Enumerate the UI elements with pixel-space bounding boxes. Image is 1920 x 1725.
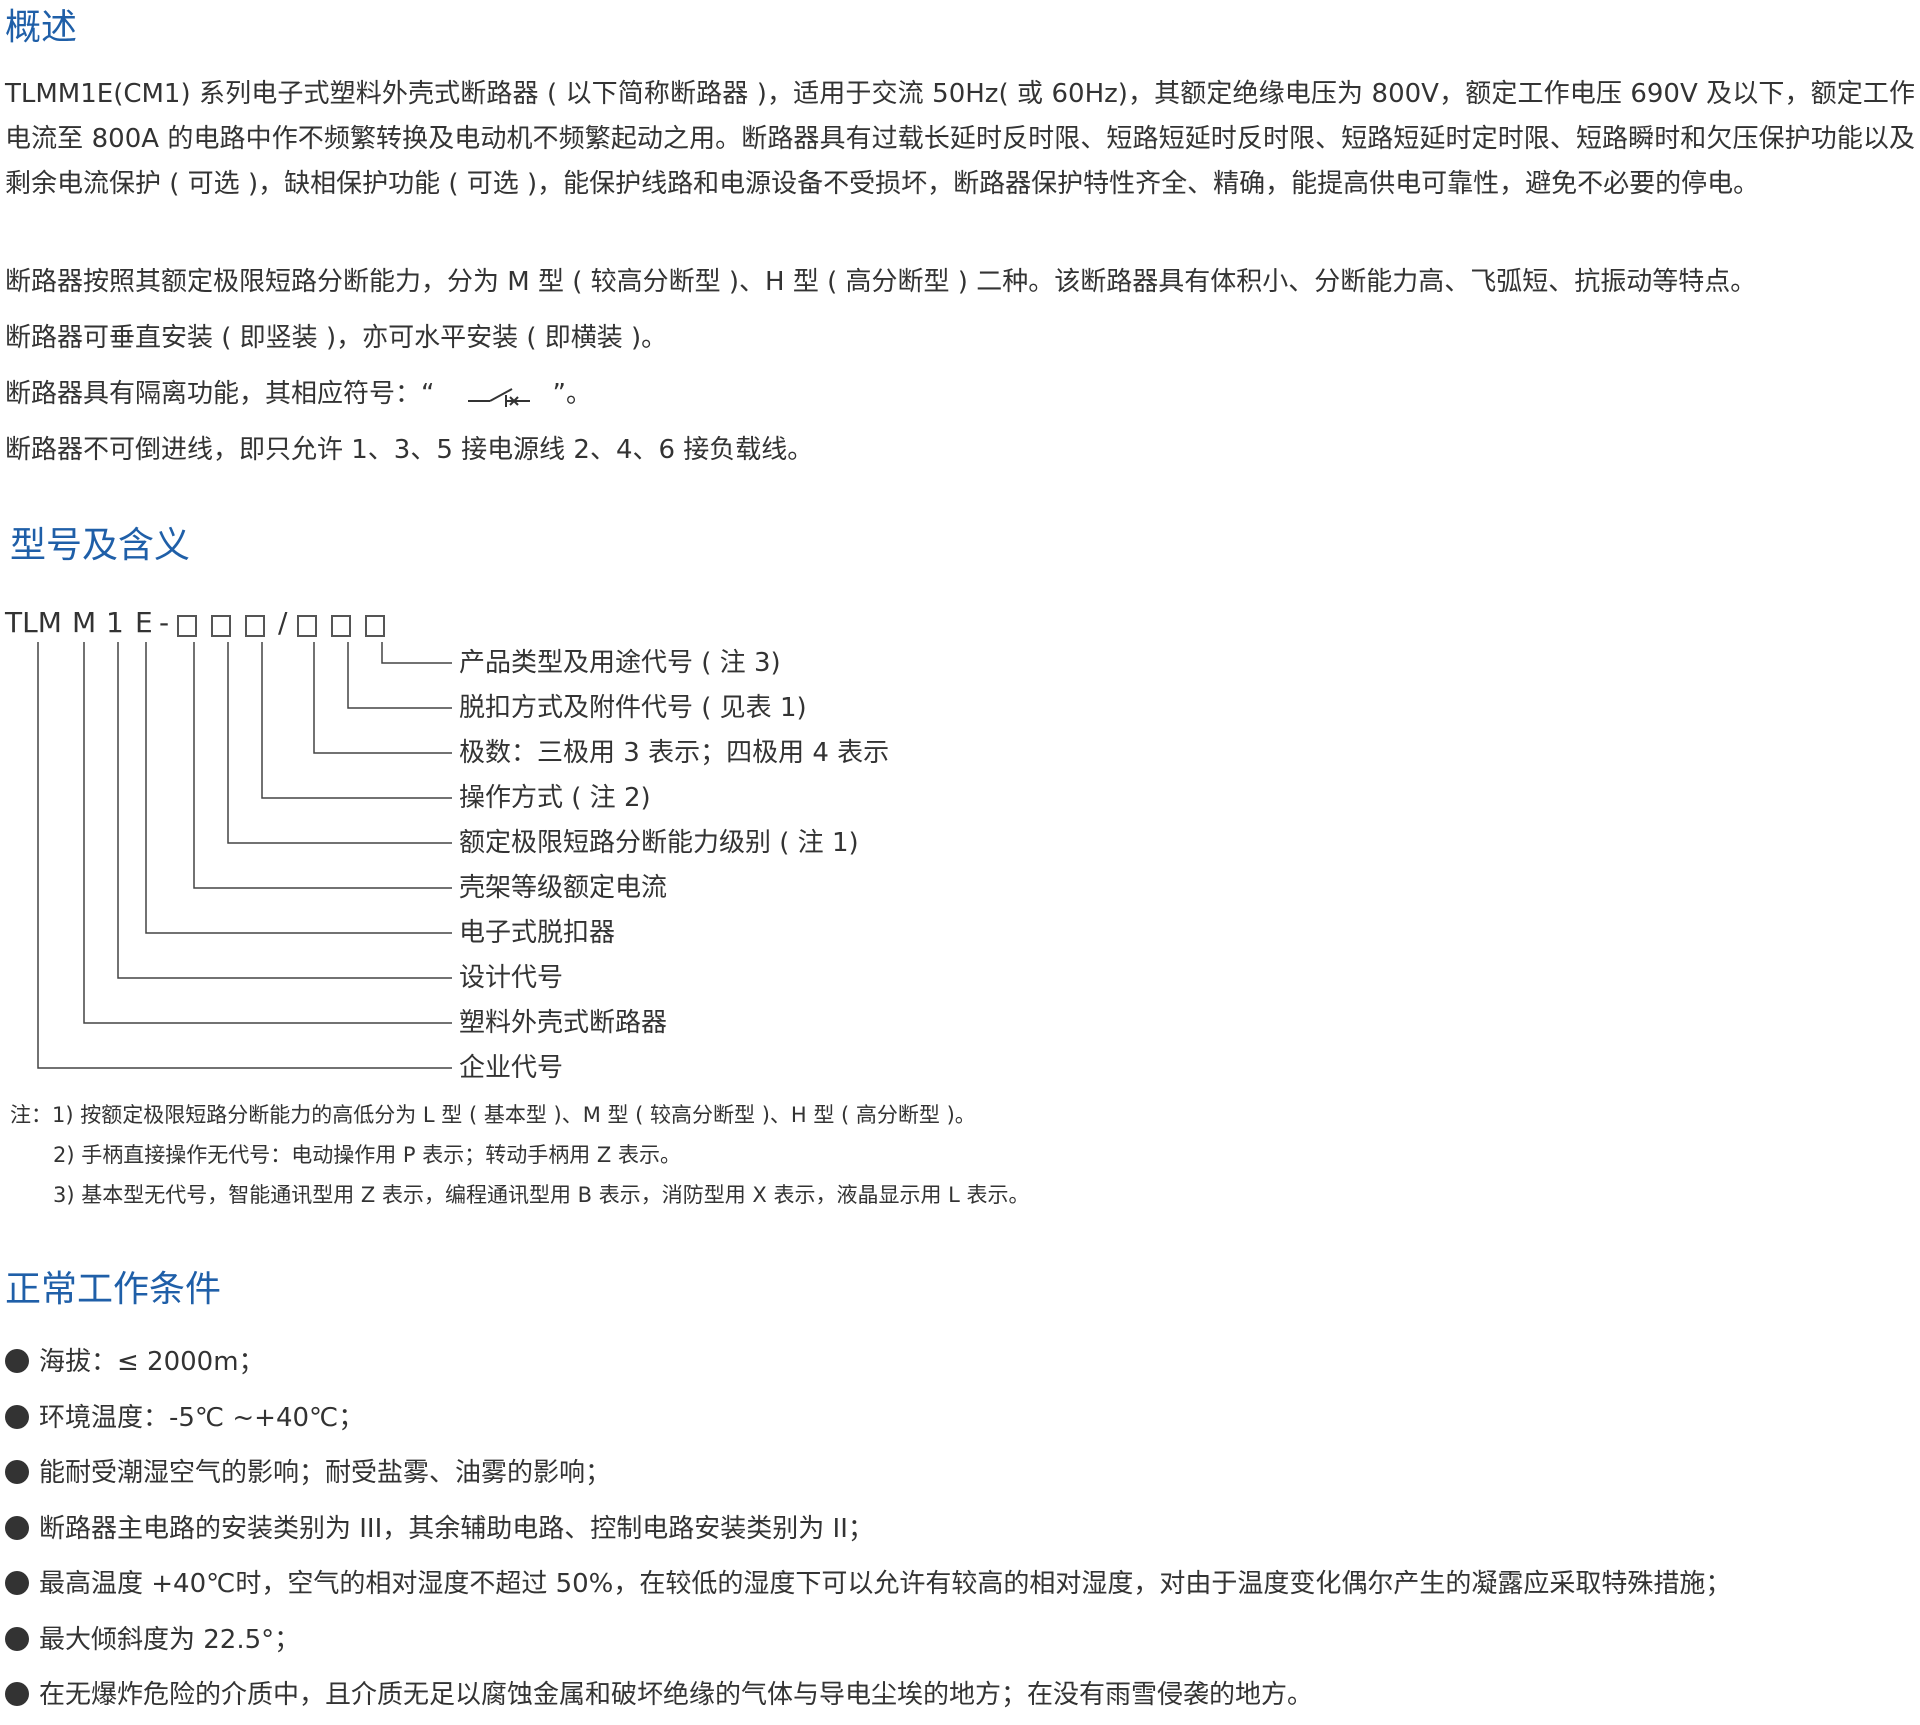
code-dash: - (159, 606, 170, 639)
tree-connector-line (381, 642, 452, 664)
bullet-icon (5, 1405, 29, 1429)
condition-item: 能耐受潮湿空气的影响；耐受盐雾、油雾的影响； (5, 1453, 611, 1493)
bullet-icon (5, 1460, 29, 1484)
model-heading: 型号及含义 (10, 525, 191, 566)
condition-item: 环境温度：-5℃ ~+40℃； (5, 1398, 364, 1438)
code-m: M (72, 606, 97, 639)
bullet-icon (5, 1627, 29, 1651)
code-box-5 (331, 615, 351, 637)
isolation-paragraph: 断路器具有隔离功能，其相应符号：“ ”。 (5, 372, 1915, 417)
code-one: 1 (106, 606, 124, 639)
code-box-1 (177, 615, 197, 637)
tree-label-poles: 极数：三极用 3 表示；四极用 4 表示 (459, 738, 890, 768)
conditions-heading: 正常工作条件 (5, 1269, 222, 1310)
tree-label-frame-current: 壳架等级额定电流 (459, 873, 668, 903)
tree-label-electronic-trip: 电子式脱扣器 (459, 918, 616, 948)
tree-connector-line (37, 642, 452, 1069)
tree-label-trip-accessory: 脱扣方式及附件代号 ( 见表 1) (459, 693, 807, 723)
tree-connector-line (261, 642, 452, 799)
tree-label-company-code: 企业代号 (459, 1053, 564, 1083)
condition-item: 最大倾斜度为 22.5°； (5, 1620, 300, 1660)
note-1: 注：1) 按额定极限短路分断能力的高低分为 L 型 ( 基本型 )、M 型 ( … (10, 1103, 976, 1127)
tree-label-product-type: 产品类型及用途代号 ( 注 3) (459, 648, 781, 678)
note-3: 3) 基本型无代号，智能通讯型用 Z 表示，编程通讯型用 B 表示，消防型用 X… (53, 1183, 1030, 1207)
isolation-suffix: ”。 (552, 379, 592, 409)
tree-connector-line (313, 642, 452, 754)
tree-label-operation: 操作方式 ( 注 2) (459, 783, 651, 813)
model-tree-lines (37, 642, 452, 1069)
code-box-2 (211, 615, 231, 637)
code-box-6 (365, 615, 385, 637)
isolation-prefix: 断路器具有隔离功能，其相应符号：“ (5, 379, 435, 409)
bullet-icon (5, 1571, 29, 1595)
condition-item: 海拔：≤ 2000m； (5, 1342, 265, 1382)
note-2: 2) 手柄直接操作无代号：电动操作用 P 表示；转动手柄用 Z 表示。 (53, 1143, 681, 1167)
wiring-paragraph: 断路器不可倒进线，即只允许 1、3、5 接电源线 2、4、6 接负载线。 (5, 435, 814, 465)
tree-label-breaking-capacity: 额定极限短路分断能力级别 ( 注 1) (459, 828, 859, 858)
condition-item: 在无爆炸危险的介质中，且介质无足以腐蚀金属和破坏绝缘的气体与导电尘埃的地方；在没… (5, 1675, 1313, 1715)
code-e: E (135, 606, 153, 639)
condition-item: 断路器主电路的安装类别为 III，其余辅助电路、控制电路安装类别为 II； (5, 1509, 874, 1549)
code-box-3 (245, 615, 265, 637)
code-box-4 (297, 615, 317, 637)
tree-label-design-code: 设计代号 (459, 963, 564, 993)
tree-connector-line (145, 642, 452, 934)
bullet-icon (5, 1349, 29, 1373)
tree-connector-line (193, 642, 452, 889)
code-prefix: TLM (5, 606, 62, 639)
condition-item: 最高温度 +40℃时，空气的相对湿度不超过 50%，在较低的湿度下可以允许有较高… (5, 1564, 1731, 1604)
installation-paragraph: 断路器可垂直安装 ( 即竖装 )，亦可水平安装 ( 即横装 )。 (5, 323, 668, 353)
tree-connector-line (227, 642, 452, 844)
tree-connector-line (117, 642, 452, 979)
isolation-symbol-icon (434, 375, 552, 415)
breaking-capacity-paragraph: 断路器按照其额定极限短路分断能力，分为 M 型 ( 较高分断型 )、H 型 ( … (5, 267, 1757, 297)
bullet-icon (5, 1516, 29, 1540)
tree-connector-line (83, 642, 452, 1024)
tree-label-mccb: 塑料外壳式断路器 (459, 1008, 668, 1038)
code-slash: / (278, 606, 288, 639)
overview-paragraph: TLMM1E(CM1) 系列电子式塑料外壳式断路器 ( 以下简称断路器 )，适用… (5, 79, 1915, 199)
bullet-icon (5, 1682, 29, 1706)
overview-heading: 概述 (5, 7, 78, 48)
tree-connector-line (347, 642, 452, 709)
